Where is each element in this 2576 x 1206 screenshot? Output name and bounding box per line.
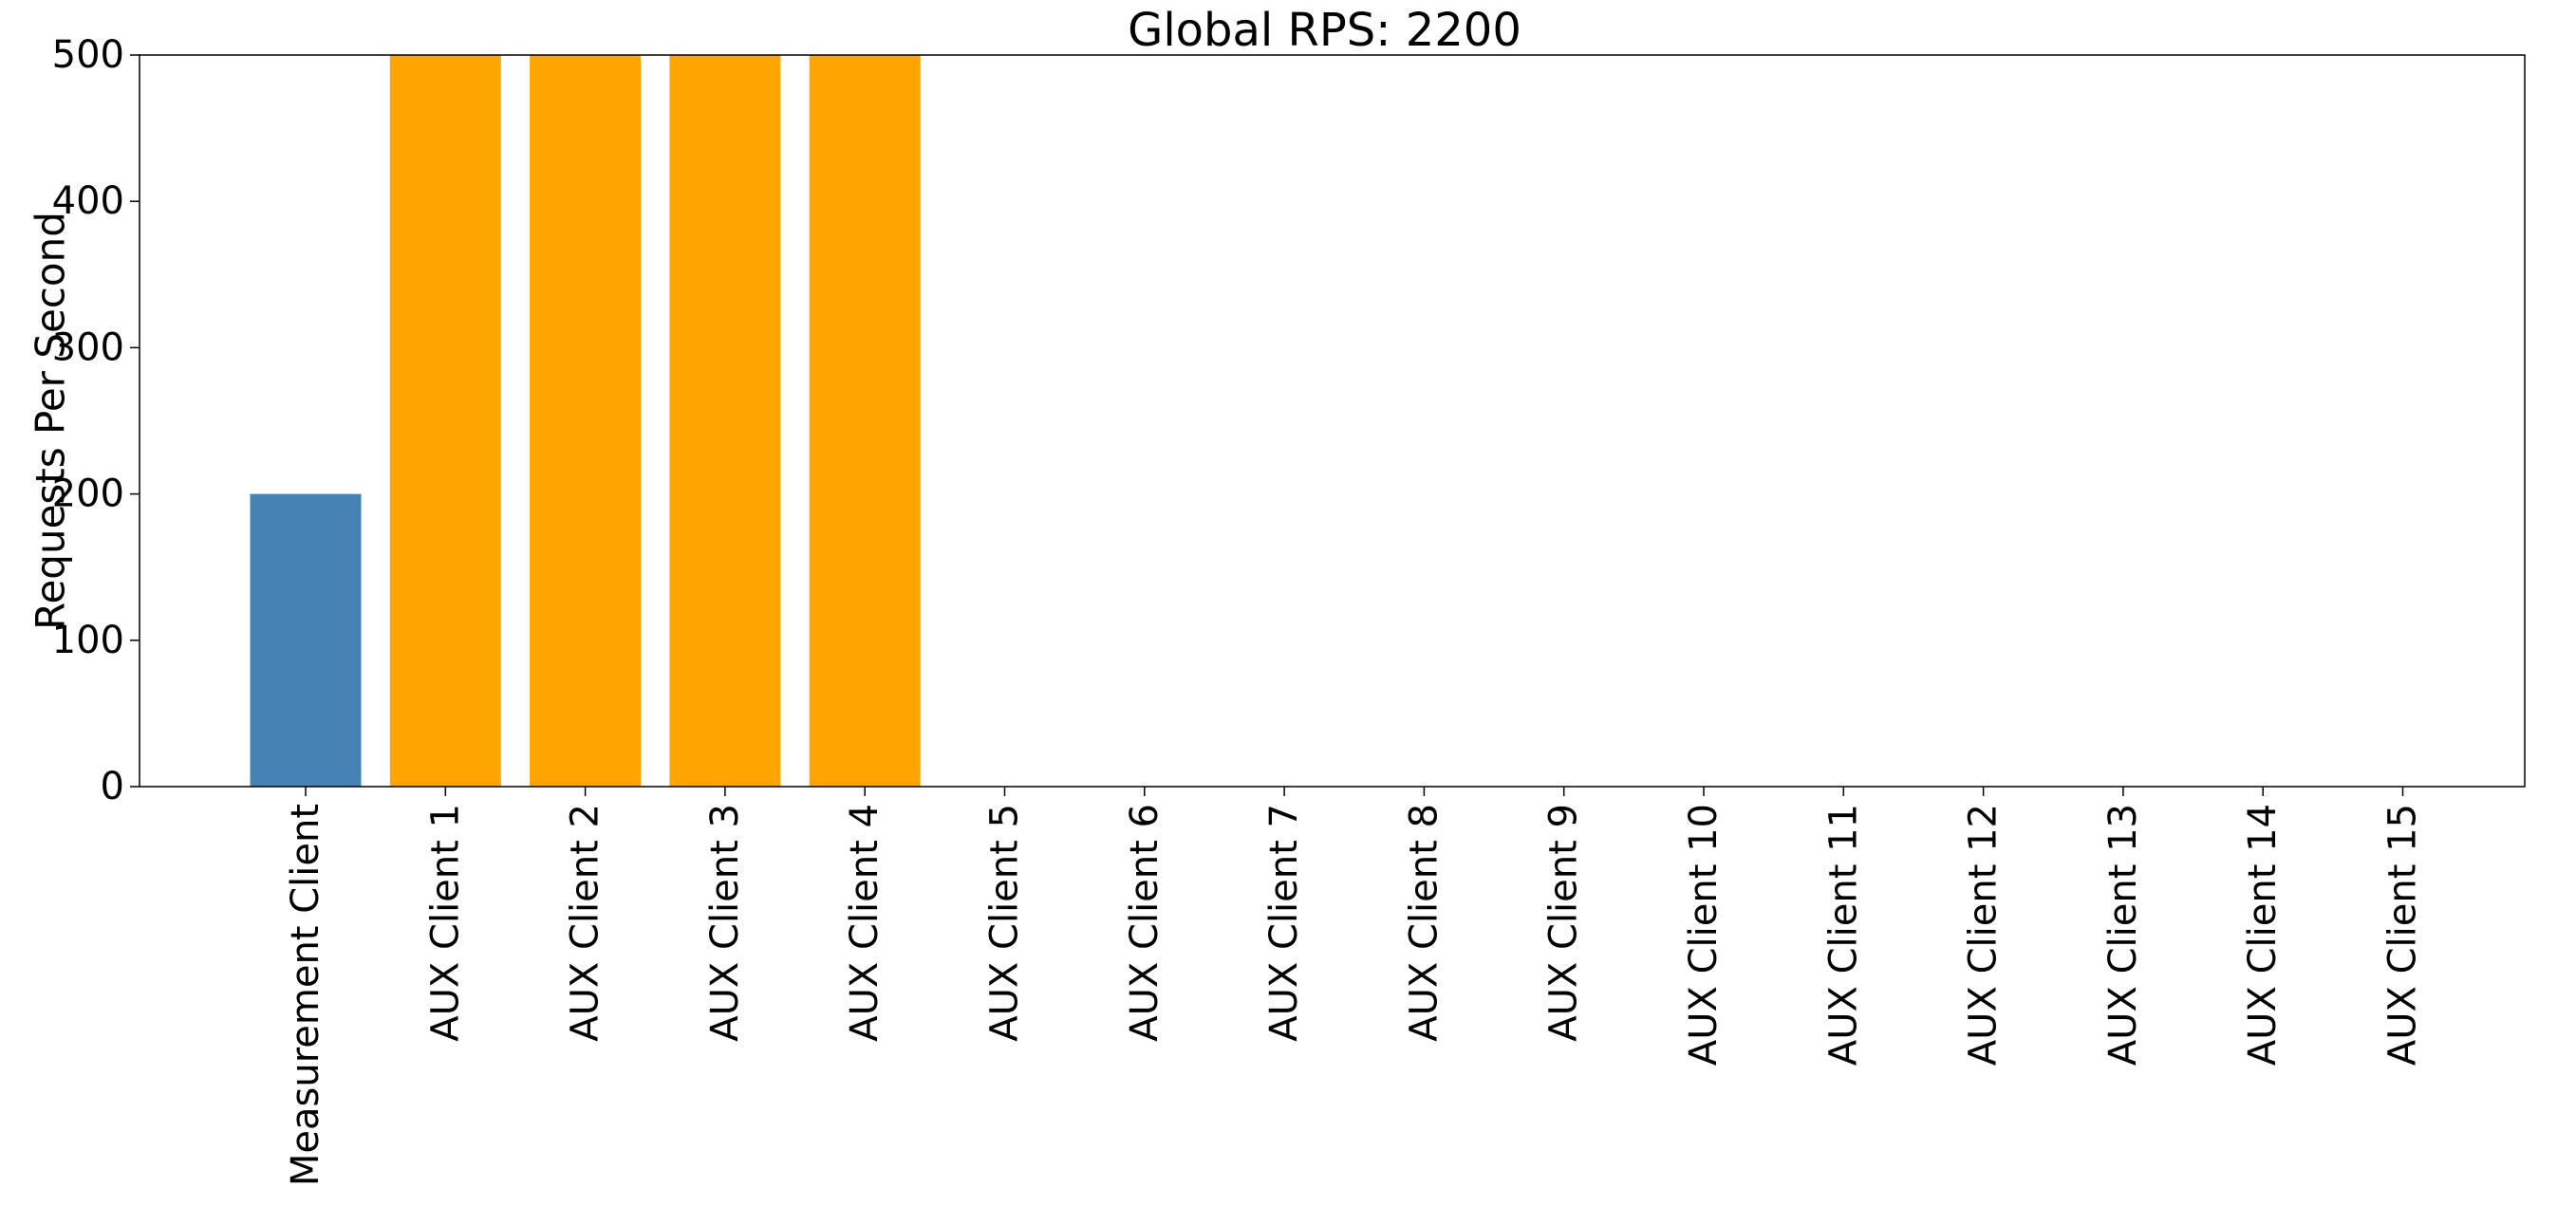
x-tick-label: AUX Client 4 [843, 804, 887, 1042]
y-axis-ticks: 0 100 200 300 400 500 [52, 33, 140, 808]
x-tick-label: AUX Client 2 [564, 804, 607, 1042]
x-tick-label: AUX Client 13 [2101, 804, 2145, 1066]
bar-measurement-client [250, 493, 362, 787]
y-tick-label: 200 [52, 473, 124, 516]
x-tick-label: AUX Client 9 [1542, 804, 1586, 1042]
y-tick-label: 400 [52, 179, 124, 223]
bar-aux-client-3 [669, 55, 781, 787]
x-tick-label: AUX Client 11 [1821, 804, 1865, 1066]
x-tick-label: AUX Client 7 [1262, 804, 1306, 1042]
x-tick-label: AUX Client 10 [1682, 804, 1726, 1066]
chart-title: Global RPS: 2200 [1128, 4, 1521, 57]
x-tick-label: AUX Client 5 [983, 804, 1027, 1042]
plot-frame [139, 54, 2526, 788]
bars-layer [250, 55, 921, 787]
x-tick-label: AUX Client 14 [2241, 804, 2285, 1066]
x-tick-label: AUX Client 1 [423, 804, 467, 1042]
y-axis-label: Requests Per Second [28, 212, 74, 630]
x-tick-label: AUX Client 3 [703, 804, 747, 1042]
bar-aux-client-4 [809, 55, 921, 787]
bar-aux-client-1 [389, 55, 501, 787]
y-tick-label: 0 [101, 765, 124, 808]
x-tick-label: AUX Client 15 [2381, 804, 2425, 1066]
x-tick-label: AUX Client 8 [1402, 804, 1446, 1042]
x-axis-ticks: Measurement Client AUX Client 1 AUX Client… [284, 787, 2425, 1186]
x-tick-label: AUX Client 6 [1123, 804, 1167, 1042]
bar-aux-client-2 [530, 55, 642, 787]
x-tick-label: AUX Client 12 [1962, 804, 2006, 1066]
y-tick-label: 300 [52, 325, 124, 369]
y-tick-label: 100 [52, 619, 124, 662]
y-tick-label: 500 [52, 33, 124, 77]
x-tick-label: Measurement Client [284, 804, 327, 1186]
